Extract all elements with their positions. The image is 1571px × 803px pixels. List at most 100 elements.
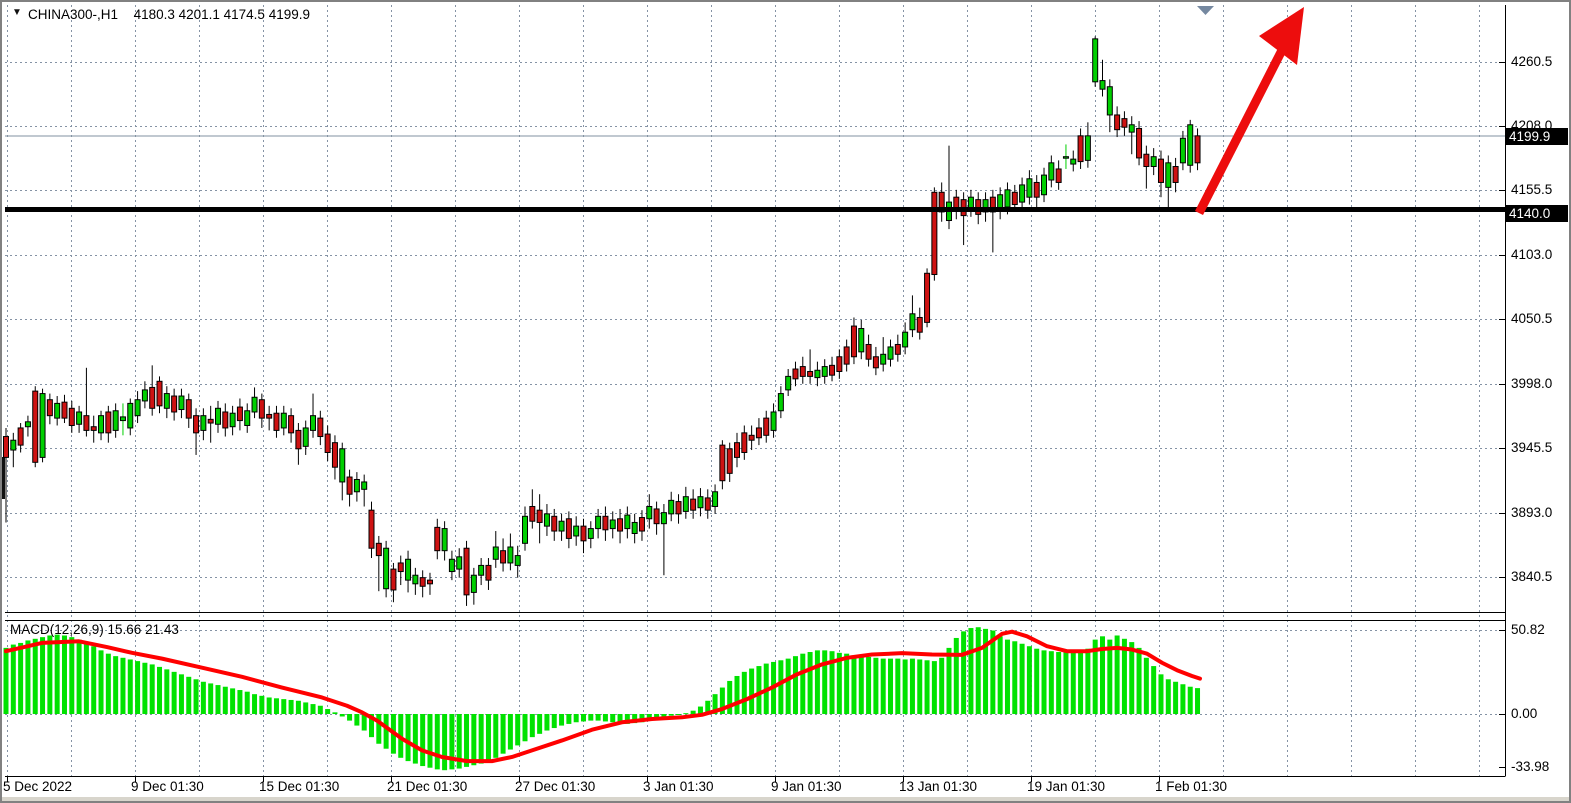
candle [734, 442, 740, 458]
macd-bar [25, 640, 31, 714]
macd-bar [595, 714, 601, 721]
macd-bar [749, 668, 755, 714]
candle [829, 364, 836, 376]
macd-bar [822, 650, 828, 714]
macd-bar [1158, 674, 1164, 714]
macd-bar [544, 714, 550, 731]
candle [485, 564, 492, 581]
macd-bar [880, 658, 886, 714]
symbol-dropdown-icon[interactable]: ▼ [12, 7, 22, 18]
candle [712, 491, 719, 507]
candle [1128, 124, 1135, 133]
candle [368, 509, 375, 549]
candle [865, 343, 872, 360]
candle [76, 411, 83, 425]
candle [353, 478, 360, 493]
time-axis-label: 3 Jan 01:30 [643, 779, 714, 794]
candle [456, 556, 463, 570]
macd-axis-label: 50.82 [1511, 622, 1545, 637]
macd-bar [946, 647, 952, 714]
candle [90, 426, 97, 431]
time-axis-label: 15 Dec 01:30 [259, 779, 340, 794]
time-marker-icon[interactable] [1197, 6, 1214, 15]
macd-bar [1114, 635, 1120, 714]
candle [814, 369, 821, 379]
trend-arrow-head[interactable] [1259, 7, 1304, 65]
candle [595, 515, 602, 530]
macd-bar [1107, 639, 1113, 714]
candle [10, 439, 17, 451]
macd-bar [10, 644, 16, 714]
candle [1179, 137, 1186, 164]
macd-bar [529, 714, 535, 738]
window-bottom-strip [2, 797, 1569, 801]
macd-bar [449, 714, 455, 770]
macd-bar [814, 650, 820, 714]
candle [624, 514, 631, 530]
macd-bar [412, 714, 418, 764]
candle [799, 366, 806, 377]
candle [426, 579, 433, 585]
macd-bar [1129, 642, 1135, 714]
candle [522, 515, 529, 544]
macd-bar [310, 704, 316, 714]
macd-bar [697, 706, 703, 714]
macd-bar [215, 685, 221, 714]
macd-bar [566, 714, 572, 724]
macd-bar [1041, 650, 1047, 714]
candle [61, 401, 68, 419]
macd-axis-label: -33.98 [1511, 759, 1550, 774]
candle [1172, 166, 1179, 183]
candle [697, 496, 704, 509]
candle [931, 191, 938, 276]
candle [375, 542, 382, 557]
candle [178, 395, 185, 411]
candle [1187, 124, 1194, 166]
macd-bar [1136, 647, 1142, 714]
macd-bar [888, 658, 894, 714]
candle [902, 331, 909, 348]
macd-bar [427, 714, 433, 768]
macd-bar [3, 647, 9, 714]
macd-bar [471, 714, 477, 766]
macd-bar [1034, 648, 1040, 714]
macd-bar [515, 714, 521, 746]
macd-bar [829, 651, 835, 714]
macd-bar [668, 714, 674, 716]
macd-bar [434, 714, 440, 770]
macd-bar [792, 656, 798, 714]
candle [894, 343, 901, 355]
candle [214, 407, 221, 425]
macd-bar [91, 646, 97, 714]
macd-bar [288, 699, 294, 714]
price-axis-label: 3893.0 [1511, 504, 1553, 520]
macd-bar [866, 656, 872, 714]
candle [397, 562, 404, 573]
macd-bar [113, 656, 119, 714]
candle [536, 509, 543, 523]
macd-bar [931, 661, 937, 714]
macd-bar [1143, 657, 1149, 714]
candle [821, 366, 828, 377]
macd-bar [230, 688, 236, 714]
macd-bar [135, 661, 141, 714]
candle [1055, 168, 1062, 183]
candle [200, 415, 207, 431]
candle [1011, 191, 1018, 206]
trend-arrow-shaft[interactable] [1194, 48, 1286, 216]
macd-bar [1187, 686, 1193, 714]
macd-bar [369, 714, 374, 738]
macd-bar [142, 662, 148, 714]
candle [748, 434, 755, 441]
candle [741, 432, 748, 453]
ohlc-readout: 4180.3 4201.1 4174.5 4199.9 [133, 7, 310, 22]
chart-title: CHINA300-,H1 4180.3 4201.1 4174.5 4199.9 [28, 7, 310, 22]
candle [383, 547, 390, 590]
macd-bar [376, 714, 382, 744]
macd-bar [683, 713, 689, 715]
macd-bar [573, 714, 579, 723]
macd-bar [624, 714, 630, 724]
candle [858, 328, 865, 353]
price-axis-label: 3945.5 [1511, 440, 1553, 456]
